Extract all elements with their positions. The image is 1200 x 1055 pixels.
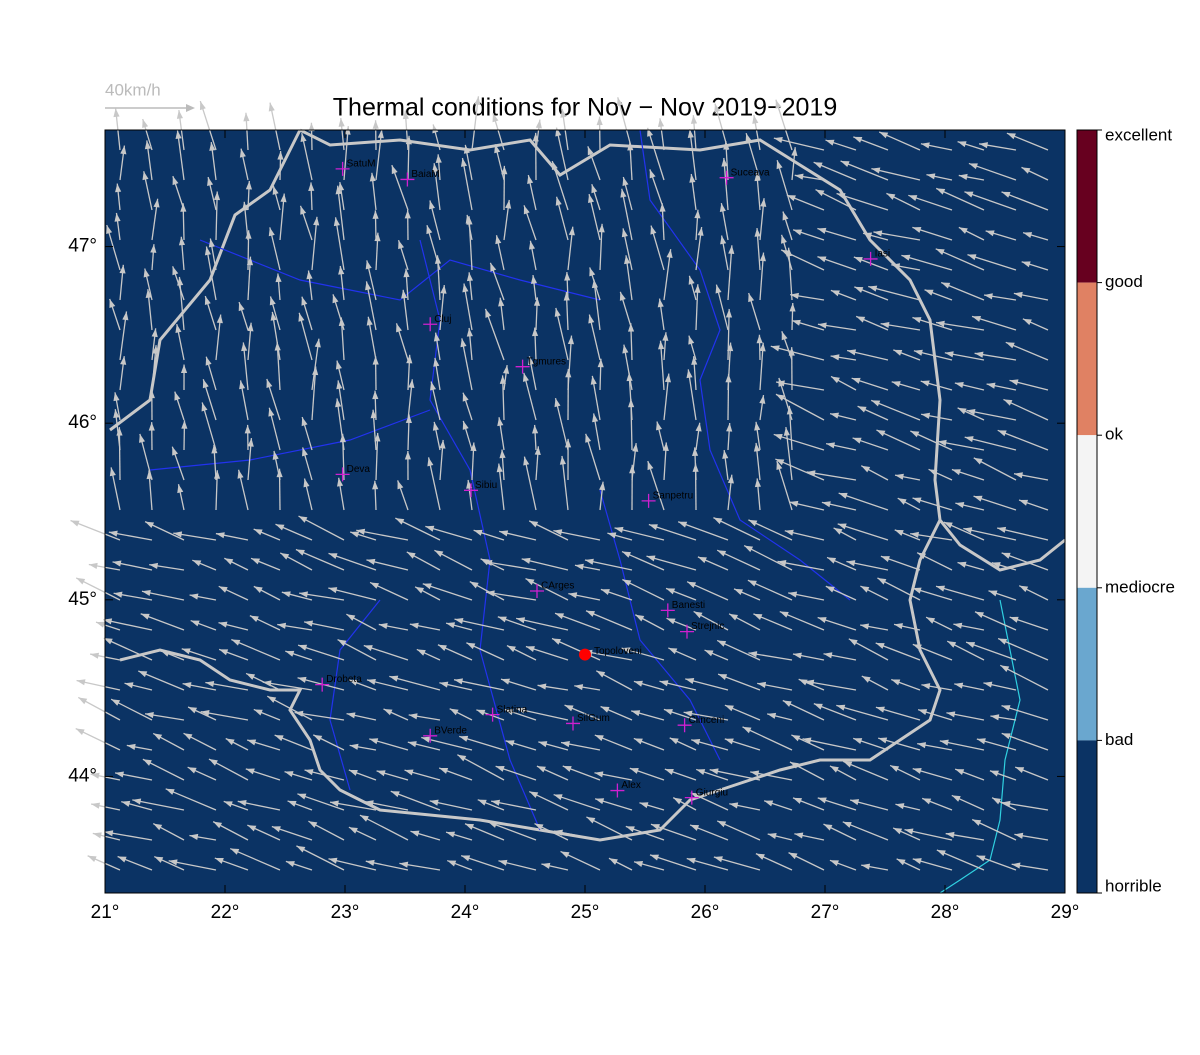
place-label: Slatina xyxy=(497,704,528,715)
map-title: Thermal conditions for Nov − Nov 2019−20… xyxy=(333,94,837,122)
y-tick-label: 45° xyxy=(68,589,97,610)
x-tick-label: 26° xyxy=(691,902,720,923)
y-tick-label: 47° xyxy=(68,236,97,257)
wind-arrow-head xyxy=(78,697,87,704)
colorbar-label: bad xyxy=(1105,730,1133,749)
wind-arrow-head xyxy=(200,101,206,110)
place-label: Strejnic xyxy=(691,621,724,632)
colorbar-segment xyxy=(1077,740,1097,893)
colorbar-label: ok xyxy=(1105,425,1123,444)
place-label: Giurgiu xyxy=(696,787,728,798)
place-label: Clinceni xyxy=(689,715,725,726)
x-tick-label: 29° xyxy=(1051,902,1080,923)
place-label: SatuM xyxy=(347,158,376,169)
wind-arrow-head xyxy=(91,803,100,809)
colorbar-segment xyxy=(1077,130,1097,283)
wind-arrow-head xyxy=(88,856,97,862)
colorbar-label: good xyxy=(1105,272,1143,291)
place-label: BVerde xyxy=(434,725,467,736)
colorbar-label: mediocre xyxy=(1105,577,1175,596)
place-label: Iasi xyxy=(875,249,891,260)
wind-arrow-head xyxy=(243,113,249,122)
place-label: Sanpetru xyxy=(653,491,694,502)
x-tick-label: 22° xyxy=(211,902,240,923)
y-tick-label: 44° xyxy=(68,765,97,786)
x-tick-label: 28° xyxy=(931,902,960,923)
wind-arrow-head xyxy=(90,653,99,659)
place-label: Deva xyxy=(347,464,371,475)
colorbar-label: excellent xyxy=(1105,125,1172,144)
place-label: BaiaM xyxy=(411,169,439,180)
scale-arrow-head xyxy=(186,104,195,112)
wind-arrow-head xyxy=(71,521,80,527)
wind-arrow-head xyxy=(96,622,105,628)
x-tick-label: 25° xyxy=(571,902,600,923)
x-tick-label: 24° xyxy=(451,902,480,923)
scale-label: 40km/h xyxy=(105,80,161,99)
place-label: CArges xyxy=(541,581,574,592)
place-label: Sibiu xyxy=(475,480,497,491)
x-tick-label: 21° xyxy=(91,902,120,923)
x-tick-label: 23° xyxy=(331,902,360,923)
y-tick-label: 46° xyxy=(68,412,97,433)
wind-arrow-head xyxy=(93,832,102,838)
wind-arrow-head xyxy=(76,729,85,735)
highlight-label: Topoloveni xyxy=(594,646,642,657)
colorbar-segment xyxy=(1077,283,1097,436)
place-label: Banesti xyxy=(672,600,705,611)
place-label: Alex xyxy=(621,780,640,791)
place-label: Suceava xyxy=(731,167,770,178)
place-label: Drobeta xyxy=(326,674,362,685)
map-area: SatuM BaiaM Suceava Iasi Cluj Tgmures Deva Sibi… xyxy=(71,96,1065,893)
place-label: Cluj xyxy=(434,314,451,325)
colorbar-segment xyxy=(1077,435,1097,588)
colorbar-label: horrible xyxy=(1105,876,1162,895)
wind-arrow-head xyxy=(89,563,98,569)
place-label: SilGum xyxy=(577,713,610,724)
x-tick-label: 27° xyxy=(811,902,840,923)
wind-arrow-head xyxy=(177,110,183,119)
wind-arrow-head xyxy=(76,578,85,585)
wind-arrow-head xyxy=(113,108,119,117)
place-label: Tgmures xyxy=(527,356,566,367)
highlight-marker xyxy=(579,649,591,661)
wind-arrow-head xyxy=(142,119,148,128)
colorbar-segment xyxy=(1077,588,1097,741)
